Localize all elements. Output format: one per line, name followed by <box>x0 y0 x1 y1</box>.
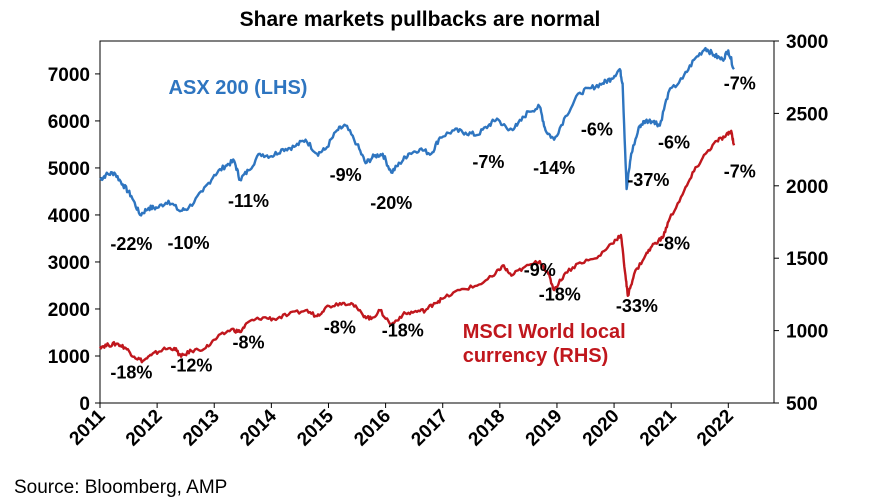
drawdown-label: -12% <box>170 355 212 375</box>
drawdown-label: -7% <box>724 161 756 181</box>
x-tick-label: 2014 <box>236 405 281 450</box>
left-tick-label: 2000 <box>48 300 90 321</box>
left-tick-label: 3000 <box>48 253 90 274</box>
right-tick-label: 500 <box>786 394 818 415</box>
x-tick-label: 2012 <box>122 406 167 451</box>
right-tick-label: 3000 <box>786 32 828 53</box>
drawdown-label: -20% <box>370 193 412 213</box>
x-tick-label: 2016 <box>350 406 395 451</box>
drawdown-label: -7% <box>472 152 504 172</box>
drawdown-label: -9% <box>524 260 556 280</box>
x-tick-label: 2022 <box>693 406 738 451</box>
drawdown-label: -6% <box>581 119 613 139</box>
drawdown-label: -11% <box>228 191 269 211</box>
left-axis: 0 1000 2000 3000 4000 5000 6000 7000 <box>48 65 100 415</box>
left-tick-label: 0 <box>79 394 90 415</box>
annotations: -22% -10% -11% -9% -20% -7% -14% -6% -37% -6% -7% -… <box>110 73 755 382</box>
series-name-label: MSCI World local <box>463 321 626 343</box>
x-tick-label: 2013 <box>179 406 224 451</box>
drawdown-label: -9% <box>330 165 362 185</box>
source-note: Source: Bloomberg, AMP <box>14 477 227 498</box>
drawdown-label: -33% <box>616 296 658 316</box>
series-line-msci-world <box>98 129 736 364</box>
x-tick-label: 2018 <box>465 406 510 451</box>
series-lines <box>98 46 736 364</box>
x-tick-label: 2021 <box>636 405 681 450</box>
x-tick-label: 2011 <box>66 405 110 449</box>
right-tick-label: 2500 <box>786 104 828 125</box>
right-axis: 500 1000 1500 2000 2500 3000 <box>774 32 828 415</box>
drawdown-label: -8% <box>324 318 356 338</box>
drawdown-label: -18% <box>110 363 152 383</box>
left-tick-label: 4000 <box>48 206 90 227</box>
drawdown-label: -18% <box>382 321 424 341</box>
plot-area <box>99 40 775 404</box>
drawdown-label: -8% <box>233 332 265 352</box>
series-line-asx200 <box>99 46 735 217</box>
chart-title: Share markets pullbacks are normal <box>240 8 601 31</box>
left-tick-label: 5000 <box>48 159 90 180</box>
series-name-label: currency (RHS) <box>463 345 609 367</box>
drawdown-label: -22% <box>110 234 152 254</box>
x-tick-label: 2020 <box>579 406 624 451</box>
right-tick-label: 1500 <box>786 249 828 270</box>
x-tick-label: 2017 <box>408 406 453 451</box>
left-tick-label: 1000 <box>48 347 90 368</box>
x-tick-label: 2019 <box>522 406 567 451</box>
drawdown-label: -7% <box>724 73 756 93</box>
right-tick-label: 2000 <box>786 177 828 198</box>
left-tick-label: 6000 <box>48 112 90 133</box>
left-tick-label: 7000 <box>48 65 90 86</box>
right-tick-label: 1000 <box>786 322 828 343</box>
drawdown-label: -37% <box>627 170 669 190</box>
drawdown-label: -10% <box>168 233 210 253</box>
drawdown-label: -6% <box>658 133 690 153</box>
series-name-label: ASX 200 (LHS) <box>169 77 308 99</box>
x-tick-label: 2015 <box>293 405 338 450</box>
drawdown-label: -14% <box>533 158 575 178</box>
drawdown-label: -8% <box>658 234 690 254</box>
x-axis: 2011 2012 2013 2014 2015 2016 2017 2018 2019 2020… <box>66 403 738 450</box>
drawdown-label: -18% <box>539 284 581 304</box>
